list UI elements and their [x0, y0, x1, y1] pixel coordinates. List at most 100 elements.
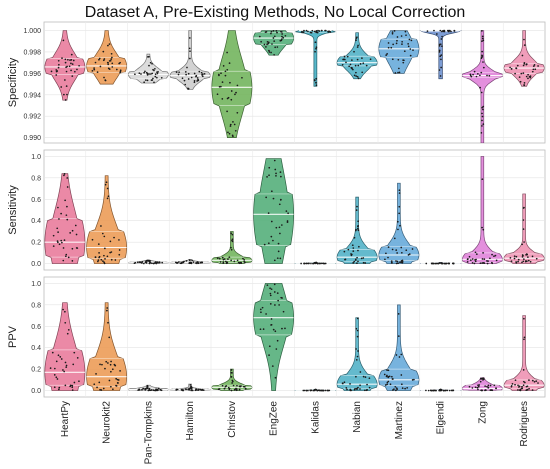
- data-point: [281, 297, 283, 299]
- data-point: [522, 260, 525, 263]
- data-point: [481, 125, 483, 127]
- data-point: [238, 385, 241, 388]
- data-point: [407, 45, 410, 48]
- y-tick-label: 0.990: [23, 135, 41, 142]
- data-point: [189, 384, 192, 386]
- data-point: [138, 388, 140, 391]
- data-point: [315, 262, 317, 264]
- data-point: [533, 64, 536, 66]
- data-point: [393, 237, 396, 240]
- x-tick-label: Martinez: [394, 401, 405, 439]
- data-point: [146, 79, 149, 82]
- data-point: [357, 64, 360, 67]
- data-point: [58, 243, 61, 246]
- data-point: [355, 327, 358, 330]
- data-point: [484, 385, 486, 387]
- data-point: [527, 77, 529, 80]
- data-point: [517, 260, 519, 263]
- data-point: [63, 174, 65, 177]
- data-point: [481, 40, 483, 43]
- data-point: [354, 64, 357, 67]
- data-point: [403, 59, 405, 62]
- data-point: [384, 384, 387, 386]
- data-point: [193, 79, 196, 82]
- data-point: [147, 389, 150, 392]
- data-point: [65, 70, 68, 73]
- data-point: [78, 64, 80, 67]
- data-point: [150, 79, 153, 81]
- data-point: [53, 374, 56, 376]
- data-point: [481, 115, 484, 118]
- data-point: [434, 262, 437, 265]
- data-point: [383, 373, 386, 376]
- data-point: [477, 384, 479, 387]
- data-point: [482, 228, 485, 231]
- data-point: [272, 197, 275, 200]
- data-point: [280, 31, 283, 33]
- data-point: [93, 68, 96, 71]
- data-point: [355, 358, 358, 361]
- data-point: [396, 39, 398, 42]
- data-point: [359, 384, 361, 387]
- data-point: [270, 235, 273, 238]
- data-point: [531, 70, 534, 73]
- x-tick-label: Hamilton: [185, 401, 196, 440]
- data-point: [427, 389, 430, 392]
- data-point: [439, 29, 442, 32]
- data-point: [438, 262, 441, 264]
- data-point: [221, 98, 224, 100]
- data-point: [361, 71, 364, 74]
- data-point: [64, 321, 67, 324]
- data-point: [346, 388, 348, 391]
- data-point: [522, 72, 525, 74]
- data-point: [108, 336, 111, 339]
- data-point: [528, 379, 530, 381]
- data-point: [234, 93, 236, 96]
- data-point: [360, 257, 363, 260]
- data-point: [56, 227, 59, 230]
- data-point: [531, 389, 534, 391]
- data-point: [235, 91, 237, 94]
- data-point: [404, 387, 406, 390]
- data-point: [57, 354, 60, 357]
- data-point: [279, 232, 281, 235]
- data-point: [514, 72, 516, 75]
- data-point: [157, 71, 159, 73]
- y-tick-label: 1.0: [31, 281, 41, 288]
- data-point: [65, 364, 68, 367]
- data-point: [107, 67, 110, 70]
- data-point: [302, 389, 305, 392]
- data-point: [468, 255, 471, 258]
- data-point: [241, 76, 243, 79]
- data-point: [433, 389, 436, 392]
- data-point: [98, 381, 101, 384]
- data-point: [520, 387, 523, 390]
- data-point: [484, 389, 487, 391]
- data-point: [471, 258, 474, 260]
- data-point: [193, 72, 196, 75]
- data-point: [118, 239, 120, 241]
- data-point: [72, 59, 75, 62]
- data-point: [349, 63, 352, 66]
- violin-neurokit2: [86, 30, 128, 85]
- data-point: [285, 210, 288, 212]
- data-point: [318, 262, 321, 265]
- data-point: [523, 44, 526, 46]
- data-point: [515, 255, 518, 258]
- data-point: [523, 84, 526, 87]
- data-point: [272, 29, 275, 32]
- data-point: [66, 332, 69, 335]
- data-point: [93, 383, 96, 386]
- data-point: [369, 58, 372, 61]
- data-point: [398, 192, 401, 194]
- data-point: [481, 54, 483, 57]
- data-point: [76, 68, 78, 71]
- data-point: [522, 369, 525, 371]
- data-point: [224, 70, 227, 73]
- data-point: [357, 224, 359, 227]
- data-point: [181, 77, 184, 80]
- data-point: [489, 384, 492, 387]
- data-point: [355, 387, 358, 390]
- data-point: [64, 79, 66, 81]
